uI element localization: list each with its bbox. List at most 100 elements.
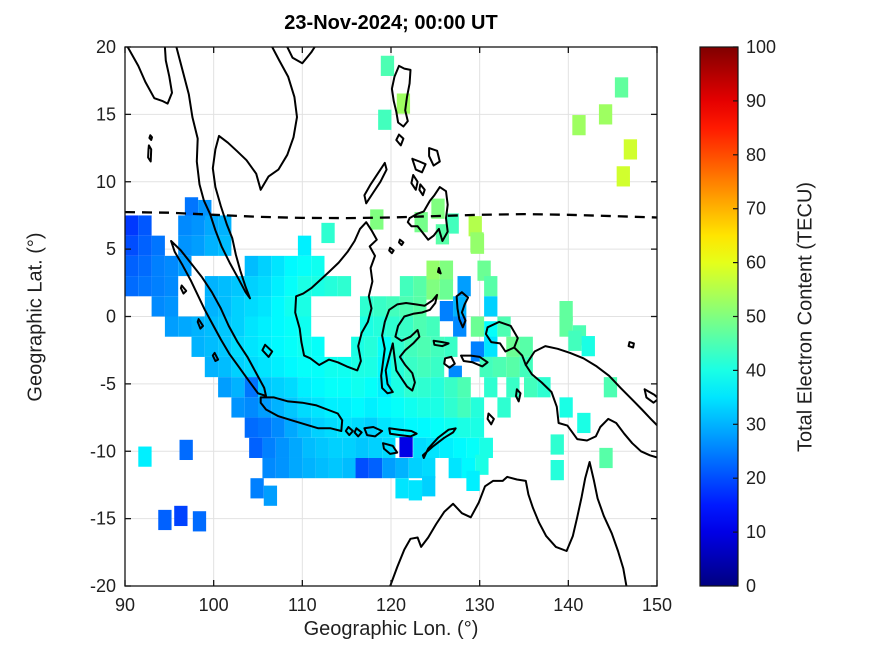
tec-cell bbox=[484, 276, 498, 297]
tec-cell bbox=[413, 276, 427, 297]
tec-cell bbox=[191, 316, 205, 337]
tec-cell bbox=[178, 255, 192, 277]
tec-cell bbox=[413, 316, 427, 337]
tec-cell bbox=[477, 260, 491, 281]
tec-cell bbox=[364, 356, 378, 378]
tec-cell bbox=[391, 417, 405, 438]
tec-cell bbox=[258, 276, 272, 297]
tec-cell bbox=[404, 356, 418, 378]
tec-cell bbox=[497, 316, 511, 337]
tec-cell bbox=[408, 457, 423, 479]
tec-cell bbox=[258, 417, 272, 438]
tec-cell bbox=[466, 470, 480, 492]
tec-cell bbox=[426, 260, 440, 281]
tec-cell bbox=[417, 417, 431, 438]
tec-cell bbox=[479, 437, 493, 458]
tec-cell bbox=[315, 457, 329, 479]
tec-cell bbox=[559, 301, 573, 322]
tec-cell bbox=[337, 397, 352, 418]
tec-cell bbox=[158, 509, 172, 531]
tec-cell bbox=[468, 216, 482, 237]
tec-cell bbox=[138, 446, 152, 467]
tec-cell bbox=[382, 457, 396, 479]
tec-cell bbox=[271, 377, 285, 398]
tec-cell bbox=[324, 377, 338, 398]
colorbar-tick-label: 60 bbox=[746, 253, 766, 273]
tec-cell bbox=[351, 397, 365, 418]
tec-cell bbox=[297, 296, 312, 317]
tec-cell bbox=[519, 336, 533, 357]
tec-cell bbox=[506, 377, 520, 398]
tec-cell bbox=[151, 296, 165, 317]
tec-cell bbox=[431, 198, 445, 219]
tec-cell bbox=[391, 377, 405, 398]
tec-cell bbox=[138, 255, 152, 277]
x-axis-label: Geographic Lon. (°) bbox=[303, 618, 479, 640]
tec-cell bbox=[444, 336, 458, 357]
tec-cell bbox=[218, 276, 232, 297]
tec-cell bbox=[311, 276, 325, 297]
tec-cell bbox=[302, 437, 316, 458]
tec-cell bbox=[151, 276, 165, 297]
tec-cell bbox=[422, 476, 436, 497]
tec-cell bbox=[378, 109, 392, 130]
colorbar-tick-label: 90 bbox=[746, 91, 766, 111]
tec-cell bbox=[231, 316, 245, 337]
tec-cell bbox=[399, 296, 414, 317]
tick-labels: 90 100 110 120 130 140 150 20 15 10 5 0 -5 -10 -15 -20 bbox=[90, 37, 672, 615]
tec-cell bbox=[164, 296, 179, 317]
tec-cell bbox=[321, 222, 335, 244]
tec-cell bbox=[191, 336, 205, 357]
colorbar: 0 10 20 30 40 50 60 70 80 90 100 bbox=[699, 37, 776, 596]
tec-cell bbox=[623, 139, 638, 160]
tec-cell bbox=[395, 478, 409, 499]
tec-cell bbox=[598, 104, 613, 125]
tec-cell bbox=[231, 296, 245, 317]
y-tick-label: 10 bbox=[96, 172, 116, 192]
tec-data-cells bbox=[125, 55, 638, 532]
tec-cell bbox=[258, 255, 272, 277]
tec-cell bbox=[417, 336, 431, 357]
tec-cell bbox=[289, 437, 303, 458]
tec-cell bbox=[271, 356, 285, 378]
tec-cell bbox=[457, 276, 471, 297]
tec-cell bbox=[218, 377, 232, 398]
tec-cell bbox=[439, 437, 454, 458]
tec-cell bbox=[328, 437, 343, 458]
tec-cell bbox=[164, 255, 179, 277]
tec-cell bbox=[328, 457, 343, 479]
tec-cell bbox=[138, 235, 152, 256]
tec-cell bbox=[470, 233, 485, 254]
tec-cell bbox=[311, 255, 325, 277]
tec-cell bbox=[271, 276, 285, 297]
tec-cell bbox=[284, 417, 298, 438]
tec-cell bbox=[457, 397, 471, 418]
tec-cell bbox=[244, 417, 258, 438]
tec-cell bbox=[297, 316, 312, 337]
tec-cell bbox=[289, 457, 303, 479]
tec-cell bbox=[422, 457, 436, 479]
tec-cell bbox=[439, 279, 454, 300]
tec-cell bbox=[244, 316, 258, 337]
tec-cell bbox=[417, 356, 431, 378]
tec-cell bbox=[271, 296, 285, 317]
tec-cell bbox=[311, 377, 325, 398]
tec-cell bbox=[430, 417, 445, 438]
tec-cell bbox=[399, 316, 414, 337]
tec-cell bbox=[577, 412, 591, 434]
tec-cell bbox=[430, 397, 445, 418]
tec-cell bbox=[324, 397, 338, 418]
tec-cell bbox=[258, 356, 272, 378]
tec-cell bbox=[311, 336, 325, 357]
colorbar-tick-label: 100 bbox=[746, 37, 776, 57]
tec-cell bbox=[337, 356, 352, 378]
tec-cell bbox=[599, 447, 613, 469]
tec-cell bbox=[524, 377, 538, 398]
tec-cell bbox=[258, 316, 272, 337]
y-tick-label: -10 bbox=[90, 441, 116, 461]
tec-cell bbox=[506, 356, 520, 378]
coastlines bbox=[126, 47, 657, 586]
x-tick-label: 100 bbox=[199, 595, 229, 615]
